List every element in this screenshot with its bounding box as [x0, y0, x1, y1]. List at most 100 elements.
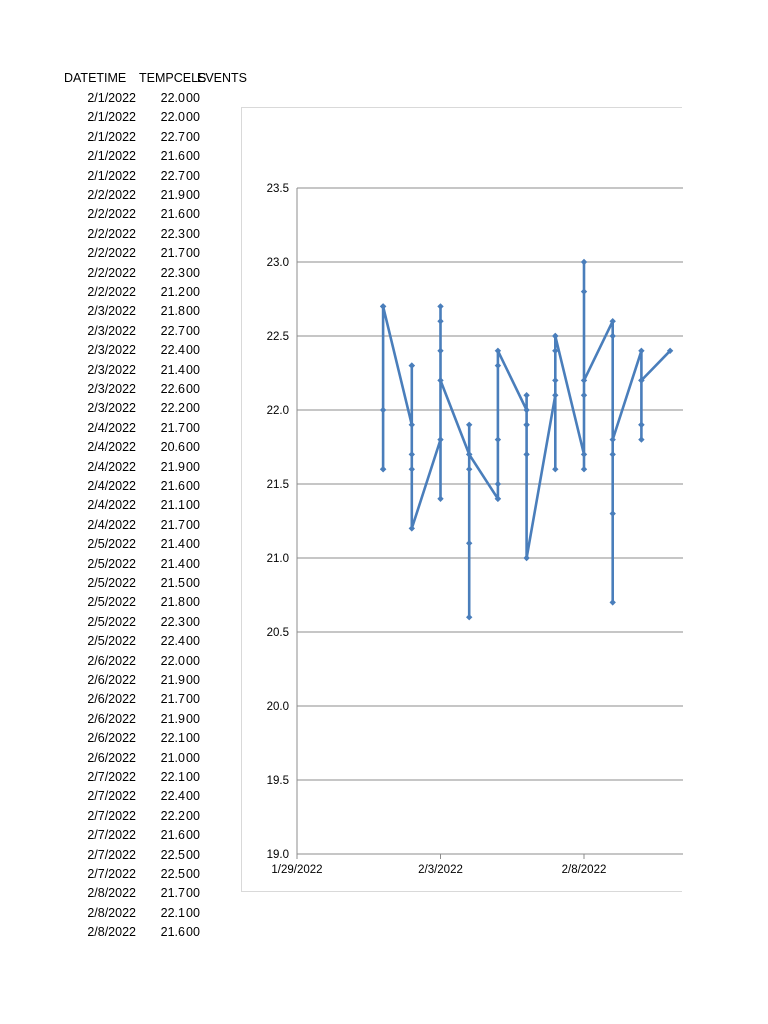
cell-datetime: 2/3/2022 — [87, 362, 136, 377]
cell-events: 00 — [186, 556, 200, 571]
cell-events: 00 — [186, 226, 200, 241]
data-point — [609, 510, 616, 517]
cell-events: 00 — [186, 382, 200, 396]
data-point — [609, 451, 616, 458]
cell-tempcels: 22.1 — [160, 770, 185, 784]
cell-events: 00 — [186, 517, 200, 532]
cell-datetime: 2/4/2022 — [87, 479, 136, 493]
y-tick-label: 20.0 — [267, 701, 289, 713]
data-point — [523, 406, 530, 414]
cell-tempcels: 21.7 — [160, 517, 185, 532]
cell-datetime: 2/7/2022 — [87, 828, 136, 843]
cell-events: 00 — [186, 479, 200, 493]
cell-datetime: 2/6/2022 — [87, 692, 136, 707]
cell-tempcels: 22.0 — [160, 91, 185, 105]
cell-datetime: 2/4/2022 — [87, 420, 136, 435]
cell-events: 00 — [186, 750, 200, 765]
cell-tempcels: 21.7 — [160, 692, 185, 707]
cell-events: 00 — [186, 401, 200, 416]
cell-events: 00 — [186, 653, 200, 668]
temperature-chart: 19.0 19.5 20.0 20.5 21.0 21.5 22.0 22.5 23.0 23.5… — [267, 183, 683, 876]
cell-tempcels: 21.4 — [160, 556, 185, 571]
y-tick-label: 23.5 — [267, 183, 289, 195]
cell-datetime: 2/7/2022 — [87, 808, 136, 823]
data-point — [437, 377, 444, 384]
data-point — [580, 258, 588, 266]
cell-datetime: 2/2/2022 — [87, 207, 136, 222]
cell-tempcels: 21.7 — [160, 886, 185, 901]
series-line — [381, 260, 672, 619]
data-point — [580, 392, 588, 399]
data-point — [379, 466, 387, 473]
cell-tempcels: 22.3 — [160, 226, 185, 241]
cell-events: 00 — [186, 110, 200, 125]
cell-datetime: 2/3/2022 — [87, 304, 136, 319]
cell-events: 00 — [186, 886, 200, 901]
x-tick-label: 2/3/2022 — [418, 864, 463, 876]
data-point — [437, 436, 444, 443]
cell-events: 00 — [186, 634, 200, 649]
cell-datetime: 2/3/2022 — [87, 343, 136, 358]
cell-events: 00 — [186, 129, 200, 144]
cell-datetime: 2/8/2022 — [87, 905, 136, 920]
cell-tempcels: 21.4 — [160, 362, 185, 377]
cell-events: 00 — [186, 711, 200, 726]
cell-events: 00 — [186, 362, 200, 377]
cell-tempcels: 20.6 — [160, 440, 185, 455]
cell-datetime: 2/1/2022 — [87, 168, 136, 183]
header-tempcels: TEMPCELS — [139, 71, 207, 85]
data-point — [494, 362, 502, 369]
cell-datetime: 2/1/2022 — [87, 110, 136, 125]
y-tick-label: 19.0 — [267, 849, 289, 861]
cell-datetime: 2/4/2022 — [87, 459, 136, 474]
data-point — [638, 377, 645, 384]
data-point — [552, 392, 559, 399]
cell-tempcels: 21.9 — [160, 673, 185, 687]
cell-datetime: 2/7/2022 — [87, 770, 136, 784]
cell-events: 00 — [186, 692, 200, 707]
data-point — [609, 599, 616, 606]
cell-events: 00 — [186, 91, 200, 105]
data-point — [408, 451, 415, 458]
data-point — [466, 614, 473, 621]
data-point — [379, 406, 387, 414]
cell-datetime: 2/3/2022 — [87, 323, 136, 338]
cell-tempcels: 22.3 — [160, 614, 185, 629]
data-point — [466, 540, 473, 547]
cell-tempcels: 22.5 — [160, 847, 185, 862]
cell-events: 00 — [186, 847, 200, 862]
cell-datetime: 2/7/2022 — [87, 789, 136, 804]
cell-tempcels: 21.2 — [160, 285, 185, 299]
data-point — [552, 377, 559, 384]
cell-events: 00 — [186, 343, 200, 358]
cell-datetime: 2/3/2022 — [87, 382, 136, 396]
data-point — [523, 392, 530, 399]
data-point — [638, 347, 645, 354]
cell-events: 00 — [186, 498, 200, 513]
cell-datetime: 2/5/2022 — [87, 556, 136, 571]
cell-tempcels: 21.1 — [160, 498, 185, 513]
cell-events: 00 — [186, 925, 200, 940]
x-tick-label: 2/8/2022 — [562, 864, 607, 876]
data-point — [437, 303, 444, 310]
cell-tempcels: 21.9 — [160, 459, 185, 474]
cell-datetime: 2/1/2022 — [87, 91, 136, 105]
cell-tempcels: 22.7 — [160, 129, 185, 144]
data-point — [466, 466, 473, 473]
data-point — [609, 436, 616, 443]
cell-datetime: 2/4/2022 — [87, 498, 136, 513]
cell-tempcels: 21.8 — [160, 595, 185, 610]
data-point — [408, 421, 415, 428]
cell-datetime: 2/6/2022 — [87, 731, 136, 746]
data-point — [552, 332, 559, 340]
cell-datetime: 2/5/2022 — [87, 537, 136, 552]
data-point — [437, 347, 444, 354]
cell-tempcels: 21.4 — [160, 537, 185, 552]
cell-tempcels: 22.7 — [160, 323, 185, 338]
data-point — [379, 303, 387, 310]
cell-tempcels: 21.7 — [160, 246, 185, 261]
cell-tempcels: 22.0 — [160, 110, 185, 125]
cell-events: 00 — [186, 537, 200, 552]
cell-datetime: 2/4/2022 — [87, 440, 136, 455]
cell-datetime: 2/1/2022 — [87, 149, 136, 164]
